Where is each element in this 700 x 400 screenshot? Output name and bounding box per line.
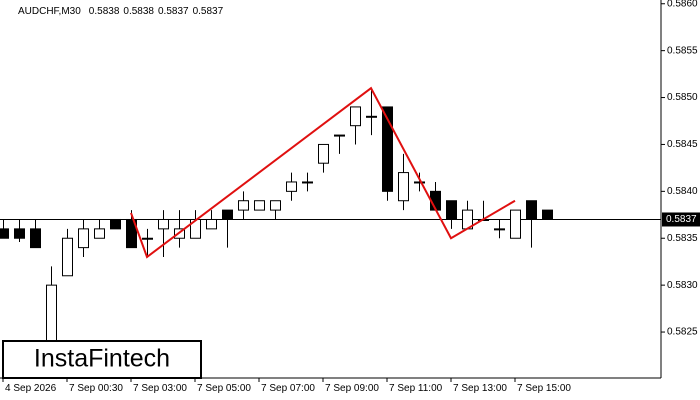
- x-tick-label: 7 Sep 13:00: [453, 383, 507, 394]
- candle-body: [542, 209, 553, 220]
- candle-body: [254, 200, 265, 211]
- header-value: 0.5837: [193, 6, 224, 17]
- y-tick-label: 0.5835: [667, 233, 698, 244]
- candle-body: [286, 181, 297, 192]
- candle-body: [334, 134, 345, 137]
- y-tick-label: 0.5860: [667, 0, 698, 9]
- chart-title: AUDCHF,M30: [18, 6, 81, 17]
- candle-body: [398, 172, 409, 202]
- y-tick-label: 0.5855: [667, 45, 698, 56]
- x-tick-label: 7 Sep 07:00: [261, 383, 315, 394]
- candle-body: [94, 228, 105, 239]
- y-tick-label: 0.5850: [667, 92, 698, 103]
- candle-body: [46, 284, 57, 347]
- candle-body: [222, 209, 233, 220]
- logo: InstaFintech: [34, 345, 170, 373]
- candle-body: [366, 115, 377, 118]
- candle-body: [446, 200, 457, 220]
- current-price-label: 0.5837: [666, 214, 697, 225]
- candle-body: [526, 200, 537, 220]
- candle-body: [30, 228, 41, 249]
- x-tick-label: 7 Sep 03:00: [133, 383, 187, 394]
- current-price-box: [662, 212, 700, 227]
- candle-body: [62, 237, 73, 277]
- candle-body: [510, 209, 521, 239]
- candle-body: [158, 218, 169, 230]
- candle-body: [110, 218, 121, 230]
- candle-body: [270, 200, 281, 211]
- candle-body: [14, 228, 25, 239]
- candle-body: [350, 106, 361, 127]
- candle-body: [302, 181, 313, 184]
- candle-body: [126, 218, 137, 249]
- candle-body: [318, 143, 329, 164]
- candle-body: [494, 228, 505, 231]
- y-tick-label: 0.5845: [667, 139, 698, 150]
- candle-body: [78, 228, 89, 249]
- header-value: 0.5837: [158, 6, 189, 17]
- x-tick-label: 7 Sep 15:00: [517, 383, 571, 394]
- candle-body: [142, 237, 153, 240]
- y-tick-label: 0.5840: [667, 186, 698, 197]
- candle-body: [238, 200, 249, 211]
- candle-body: [382, 106, 393, 192]
- x-tick-label: 7 Sep 09:00: [325, 383, 379, 394]
- x-tick-label: 4 Sep 2026: [5, 383, 57, 394]
- candle-body: [414, 181, 425, 184]
- y-tick-label: 0.5825: [667, 327, 698, 338]
- candle-body: [0, 228, 9, 239]
- header-value: 0.5838: [123, 6, 154, 17]
- x-tick-label: 7 Sep 05:00: [197, 383, 251, 394]
- x-tick-label: 7 Sep 11:00: [389, 383, 443, 394]
- candle-body: [206, 218, 217, 230]
- pattern-line: [130, 86, 516, 259]
- y-tick-label: 0.5830: [667, 280, 698, 291]
- x-tick-label: 7 Sep 00:30: [69, 383, 123, 394]
- logo-box: [2, 340, 202, 379]
- header-value: 0.5838: [89, 6, 120, 17]
